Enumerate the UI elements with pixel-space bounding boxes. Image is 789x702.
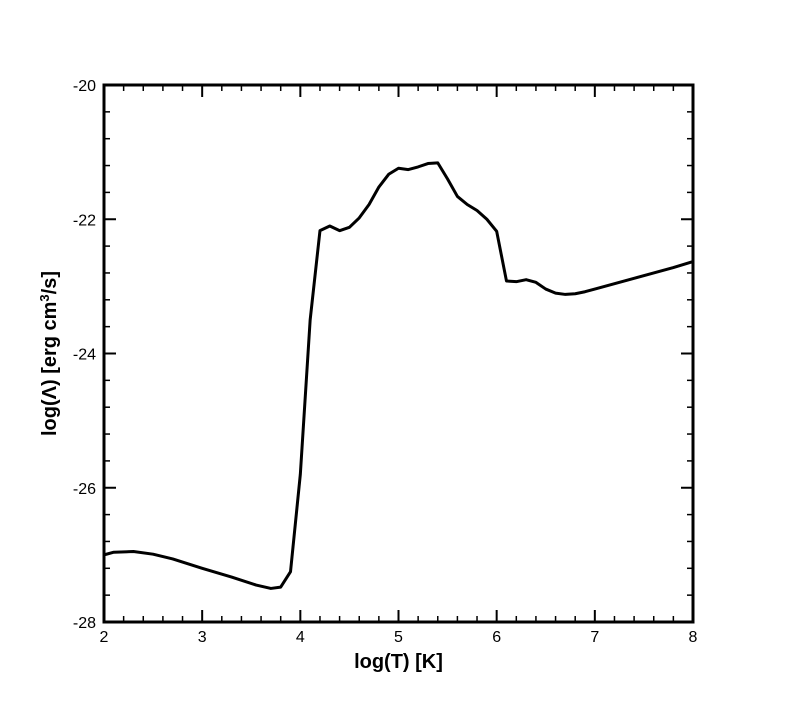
x-tick-label: 2 xyxy=(100,629,109,646)
y-tick-label: -24 xyxy=(73,347,96,364)
plot-frame xyxy=(102,83,695,624)
y-tick-label: -20 xyxy=(73,78,96,95)
tick-labels: 2 3 4 5 6 7 8 -20 -22 -24 -26 -28 xyxy=(73,78,698,646)
y-tick-label: -26 xyxy=(73,481,96,498)
y-axis-title-suffix: /s] xyxy=(39,271,61,294)
y-tick-label: -22 xyxy=(73,212,96,229)
x-axis-title: log(T) [K] xyxy=(354,651,443,673)
x-tick-label: 7 xyxy=(590,629,599,646)
y-axis-title: log(Λ) [erg cm3/s] xyxy=(37,271,62,436)
x-tick-label: 8 xyxy=(689,629,698,646)
y-tick-label: -28 xyxy=(73,615,96,632)
x-tick-label: 4 xyxy=(296,629,305,646)
x-tick-label: 3 xyxy=(198,629,207,646)
major-ticks xyxy=(103,84,694,623)
x-tick-label: 6 xyxy=(492,629,501,646)
y-axis-title-superscript: 3 xyxy=(37,294,52,301)
minor-ticks xyxy=(104,85,693,622)
series-line xyxy=(102,161,695,590)
x-tick-label: 5 xyxy=(394,629,403,646)
y-axis-title-prefix: log(Λ) [erg cm xyxy=(39,302,61,436)
